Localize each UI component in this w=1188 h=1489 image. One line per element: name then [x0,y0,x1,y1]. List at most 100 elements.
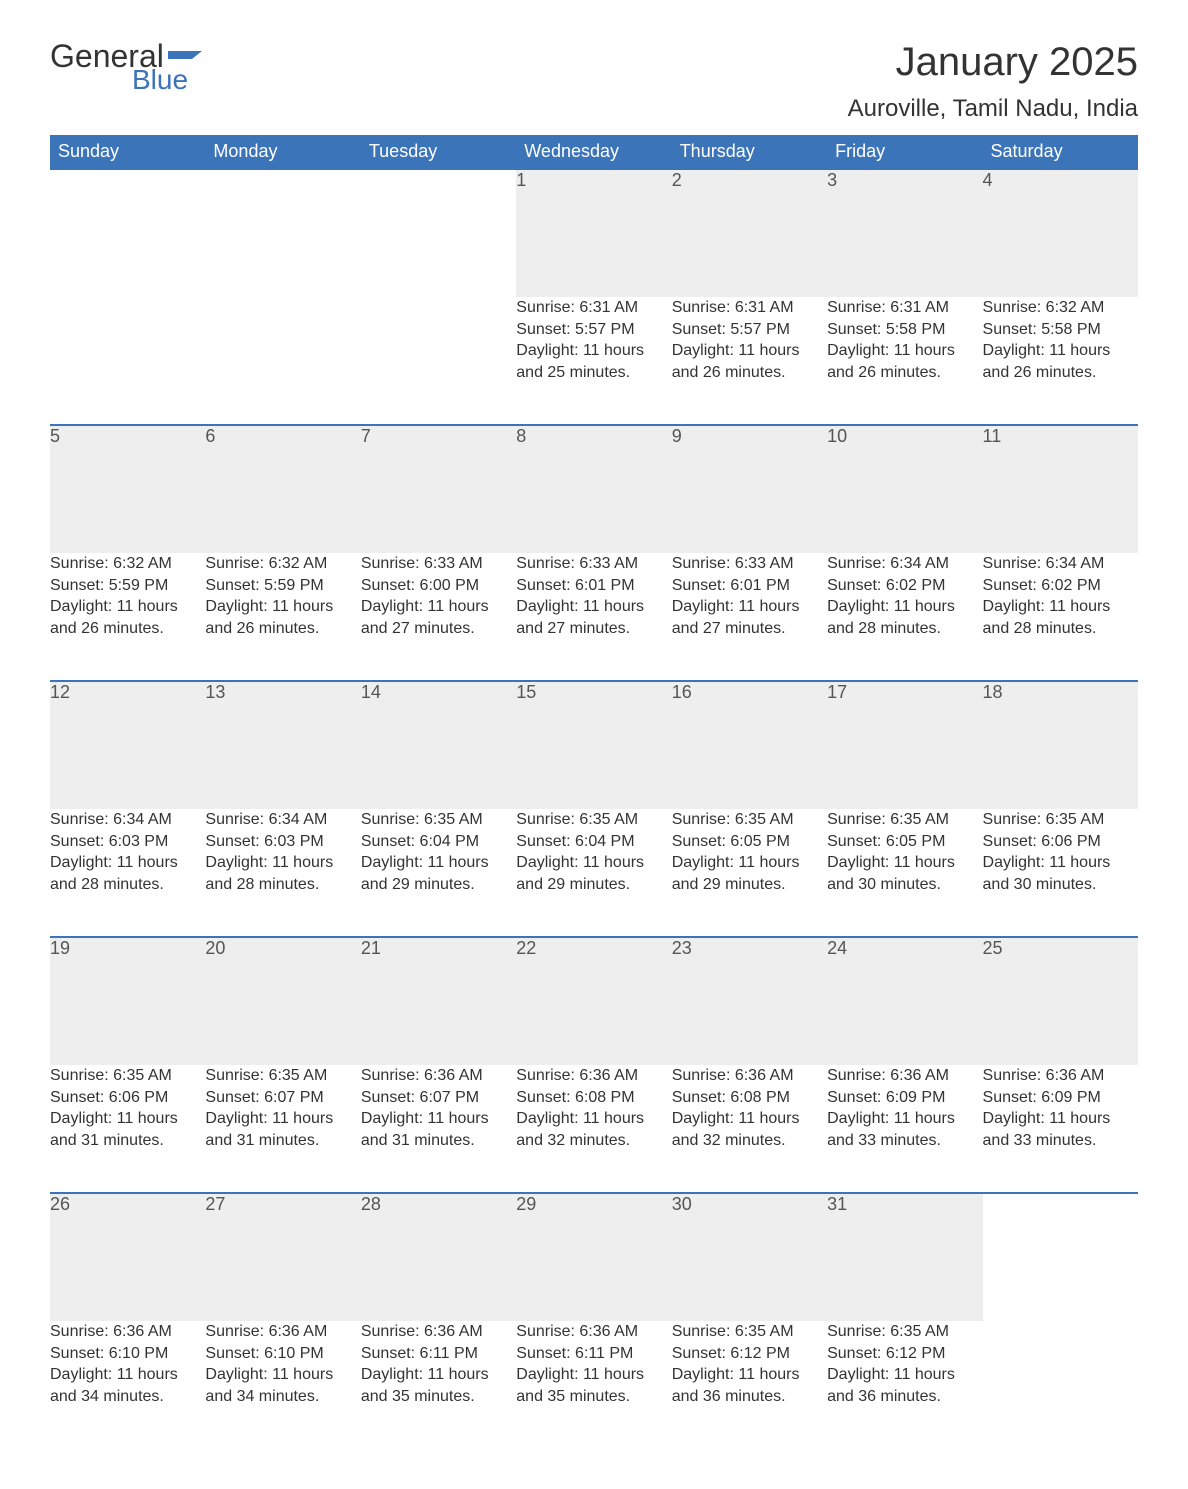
sunrise-text: Sunrise: 6:36 AM [205,1321,360,1343]
day-body-cell: Sunrise: 6:34 AMSunset: 6:02 PMDaylight:… [983,553,1138,681]
sunrise-text: Sunrise: 6:31 AM [516,297,671,319]
day-number-cell: 16 [672,681,827,809]
sunrise-text: Sunrise: 6:31 AM [672,297,827,319]
day-number-cell: 31 [827,1193,982,1321]
sunset-text: Sunset: 6:11 PM [516,1343,671,1365]
day-number-cell [983,1193,1138,1321]
day-number-cell: 26 [50,1193,205,1321]
day-body-cell: Sunrise: 6:36 AMSunset: 6:09 PMDaylight:… [827,1065,982,1193]
sunrise-text: Sunrise: 6:36 AM [516,1065,671,1087]
sunset-text: Sunset: 5:58 PM [827,319,982,341]
sunset-text: Sunset: 6:06 PM [983,831,1138,853]
day-body-cell: Sunrise: 6:35 AMSunset: 6:12 PMDaylight:… [827,1321,982,1449]
day-number-cell: 17 [827,681,982,809]
daylight-text: Daylight: 11 hours and 30 minutes. [827,852,982,895]
weekday-header: Thursday [672,135,827,169]
sunset-text: Sunset: 5:58 PM [983,319,1138,341]
day-number-cell: 13 [205,681,360,809]
daylight-text: Daylight: 11 hours and 32 minutes. [672,1108,827,1151]
sunset-text: Sunset: 6:03 PM [50,831,205,853]
daylight-text: Daylight: 11 hours and 26 minutes. [983,340,1138,383]
sunrise-text: Sunrise: 6:33 AM [516,553,671,575]
weekday-header: Wednesday [516,135,671,169]
weekday-header: Friday [827,135,982,169]
daynum-row: 1234 [50,169,1138,297]
daylight-text: Daylight: 11 hours and 27 minutes. [516,596,671,639]
day-number-cell: 18 [983,681,1138,809]
day-number-cell: 20 [205,937,360,1065]
day-number-cell: 1 [516,169,671,297]
sunrise-text: Sunrise: 6:36 AM [827,1065,982,1087]
sunset-text: Sunset: 6:04 PM [361,831,516,853]
page-title: January 2025 [848,40,1138,85]
logo: General Blue [50,40,202,94]
sunrise-text: Sunrise: 6:35 AM [827,809,982,831]
day-body-cell [50,297,205,425]
sunrise-text: Sunrise: 6:35 AM [516,809,671,831]
sunset-text: Sunset: 5:57 PM [672,319,827,341]
day-body-cell: Sunrise: 6:33 AMSunset: 6:01 PMDaylight:… [516,553,671,681]
day-number-cell: 21 [361,937,516,1065]
day-body-cell [983,1321,1138,1449]
sunset-text: Sunset: 6:03 PM [205,831,360,853]
daylight-text: Daylight: 11 hours and 31 minutes. [361,1108,516,1151]
sunset-text: Sunset: 6:01 PM [672,575,827,597]
day-number-cell: 22 [516,937,671,1065]
sunset-text: Sunset: 6:10 PM [205,1343,360,1365]
sunset-text: Sunset: 5:59 PM [50,575,205,597]
day-number-cell: 6 [205,425,360,553]
day-body-cell: Sunrise: 6:35 AMSunset: 6:12 PMDaylight:… [672,1321,827,1449]
sunset-text: Sunset: 6:10 PM [50,1343,205,1365]
day-body-cell [205,297,360,425]
sunset-text: Sunset: 5:59 PM [205,575,360,597]
sunrise-text: Sunrise: 6:36 AM [516,1321,671,1343]
sunrise-text: Sunrise: 6:36 AM [672,1065,827,1087]
sunrise-text: Sunrise: 6:35 AM [50,1065,205,1087]
daylight-text: Daylight: 11 hours and 28 minutes. [205,852,360,895]
sunrise-text: Sunrise: 6:35 AM [361,809,516,831]
day-number-cell: 5 [50,425,205,553]
daylight-text: Daylight: 11 hours and 36 minutes. [827,1364,982,1407]
day-number-cell: 10 [827,425,982,553]
daynum-row: 567891011 [50,425,1138,553]
day-number-cell: 12 [50,681,205,809]
daylight-text: Daylight: 11 hours and 34 minutes. [205,1364,360,1407]
weekday-header-row: SundayMondayTuesdayWednesdayThursdayFrid… [50,135,1138,169]
sunrise-text: Sunrise: 6:35 AM [672,1321,827,1343]
day-number-cell: 8 [516,425,671,553]
sunrise-text: Sunrise: 6:36 AM [983,1065,1138,1087]
sunset-text: Sunset: 6:02 PM [983,575,1138,597]
sunset-text: Sunset: 6:06 PM [50,1087,205,1109]
day-number-cell: 11 [983,425,1138,553]
day-body-cell: Sunrise: 6:36 AMSunset: 6:10 PMDaylight:… [50,1321,205,1449]
weekday-header: Saturday [983,135,1138,169]
day-number-cell [205,169,360,297]
day-number-cell: 7 [361,425,516,553]
day-body-cell: Sunrise: 6:32 AMSunset: 5:58 PMDaylight:… [983,297,1138,425]
day-number-cell: 9 [672,425,827,553]
day-body-cell: Sunrise: 6:35 AMSunset: 6:07 PMDaylight:… [205,1065,360,1193]
sunset-text: Sunset: 6:05 PM [672,831,827,853]
daylight-text: Daylight: 11 hours and 28 minutes. [827,596,982,639]
day-body-cell: Sunrise: 6:31 AMSunset: 5:58 PMDaylight:… [827,297,982,425]
logo-word-2: Blue [132,66,202,94]
weekday-header: Monday [205,135,360,169]
sunrise-text: Sunrise: 6:35 AM [827,1321,982,1343]
calendar-table: SundayMondayTuesdayWednesdayThursdayFrid… [50,135,1138,1449]
daylight-text: Daylight: 11 hours and 36 minutes. [672,1364,827,1407]
day-number-cell: 4 [983,169,1138,297]
sunrise-text: Sunrise: 6:34 AM [827,553,982,575]
day-body-cell: Sunrise: 6:36 AMSunset: 6:11 PMDaylight:… [361,1321,516,1449]
day-body-cell: Sunrise: 6:32 AMSunset: 5:59 PMDaylight:… [50,553,205,681]
day-number-cell: 3 [827,169,982,297]
sunset-text: Sunset: 6:05 PM [827,831,982,853]
daylight-text: Daylight: 11 hours and 32 minutes. [516,1108,671,1151]
sunrise-text: Sunrise: 6:36 AM [361,1065,516,1087]
sunrise-text: Sunrise: 6:32 AM [50,553,205,575]
daylight-text: Daylight: 11 hours and 29 minutes. [361,852,516,895]
daylight-text: Daylight: 11 hours and 35 minutes. [516,1364,671,1407]
day-number-cell: 24 [827,937,982,1065]
daylight-text: Daylight: 11 hours and 33 minutes. [983,1108,1138,1151]
daylight-text: Daylight: 11 hours and 26 minutes. [205,596,360,639]
sunset-text: Sunset: 6:08 PM [516,1087,671,1109]
